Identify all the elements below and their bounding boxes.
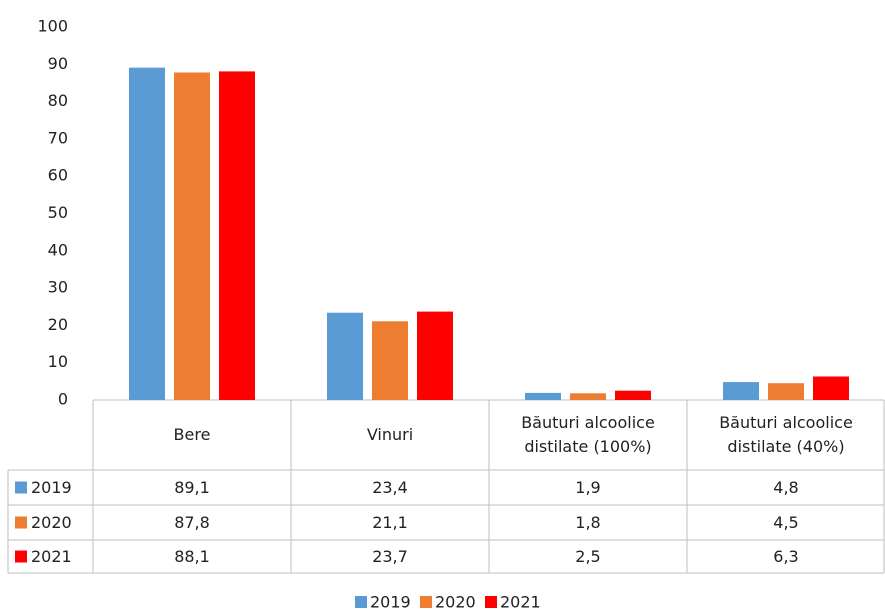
y-tick-label: 100 <box>37 17 68 36</box>
y-tick-label: 30 <box>48 278 68 297</box>
bar <box>723 382 759 400</box>
table-value: 87,8 <box>174 513 210 532</box>
bar <box>570 393 606 400</box>
y-tick-label: 0 <box>58 390 68 409</box>
y-tick-label: 80 <box>48 91 68 110</box>
y-tick-label: 10 <box>48 352 68 371</box>
bar <box>813 376 849 400</box>
category-label: Băuturi alcoolice distilate (100%) <box>521 413 655 456</box>
legend-label: 2021 <box>500 593 541 610</box>
y-tick-label: 20 <box>48 315 68 334</box>
bar <box>372 321 408 400</box>
legend-swatch <box>420 596 432 608</box>
table-value: 1,8 <box>575 513 600 532</box>
table-value: 21,1 <box>372 513 408 532</box>
table-value: 23,7 <box>372 547 408 566</box>
bar <box>219 71 255 401</box>
y-tick-label: 70 <box>48 128 68 147</box>
bar <box>327 312 363 400</box>
legend-swatch <box>15 550 27 563</box>
legend-swatch <box>15 481 27 494</box>
table-value: 4,5 <box>773 513 798 532</box>
table-value: 88,1 <box>174 547 210 566</box>
y-tick-label: 50 <box>48 203 68 222</box>
legend-swatch <box>15 516 27 529</box>
row-label: 2020 <box>31 513 72 532</box>
y-tick-label: 40 <box>48 240 68 259</box>
table-value: 1,9 <box>575 478 600 497</box>
legend-swatch <box>485 596 497 608</box>
table-value: 23,4 <box>372 478 408 497</box>
table-value: 4,8 <box>773 478 798 497</box>
bar <box>615 390 651 400</box>
y-tick-label: 60 <box>48 166 68 185</box>
row-label: 2019 <box>31 478 72 497</box>
category-label: Vinuri <box>366 425 414 444</box>
table-value: 89,1 <box>174 478 210 497</box>
y-tick-label: 90 <box>48 54 68 73</box>
category-label: Băuturi alcoolice distilate (40%) <box>719 413 853 456</box>
table-value: 2,5 <box>575 547 600 566</box>
bar <box>768 383 804 400</box>
bar <box>174 72 210 401</box>
bar <box>525 392 561 400</box>
legend-label: 2020 <box>435 593 476 610</box>
bar <box>129 67 165 401</box>
category-label: Bere <box>173 425 211 444</box>
bar <box>417 311 453 400</box>
row-label: 2021 <box>31 547 72 566</box>
legend-label: 2019 <box>370 593 411 610</box>
table-value: 6,3 <box>773 547 798 566</box>
legend-swatch <box>355 596 367 608</box>
